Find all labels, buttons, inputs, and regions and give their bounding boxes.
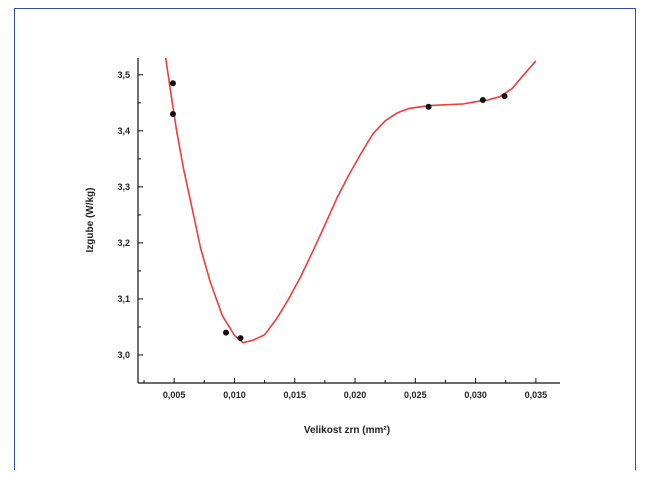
x-tick-label: 0,015	[283, 390, 306, 400]
y-tick-label: 3,2	[117, 238, 130, 248]
y-axis-title: Izgube (W/kg)	[85, 188, 96, 253]
y-tick-label: 3,0	[117, 350, 130, 360]
figure-frame	[14, 8, 636, 470]
x-axis-title: Velikost zrn (mm²)	[304, 425, 390, 436]
data-point	[479, 97, 486, 104]
y-tick-label: 3,5	[117, 70, 130, 80]
plot-area: 3,0 3,1 3,2 3,3 3,4 3,5 0,005 0,010 0,015 0,020 0,…	[117, 57, 560, 400]
x-tick-label: 0,005	[163, 390, 186, 400]
data-point	[169, 111, 176, 118]
y-tick-label: 3,3	[117, 182, 130, 192]
x-tick-label: 0,025	[404, 390, 427, 400]
data-point	[501, 93, 508, 100]
x-tick-label: 0,035	[525, 390, 548, 400]
data-point	[237, 335, 244, 342]
x-tick-label: 0,010	[223, 390, 246, 400]
data-point	[223, 329, 230, 336]
data-point	[169, 80, 176, 87]
x-tick-label: 0,030	[464, 390, 487, 400]
y-tick-label: 3,4	[117, 126, 130, 136]
y-tick-label: 3,1	[117, 294, 130, 304]
x-tick-label: 0,020	[344, 390, 367, 400]
data-point	[425, 103, 432, 110]
fit-curve	[164, 57, 537, 344]
